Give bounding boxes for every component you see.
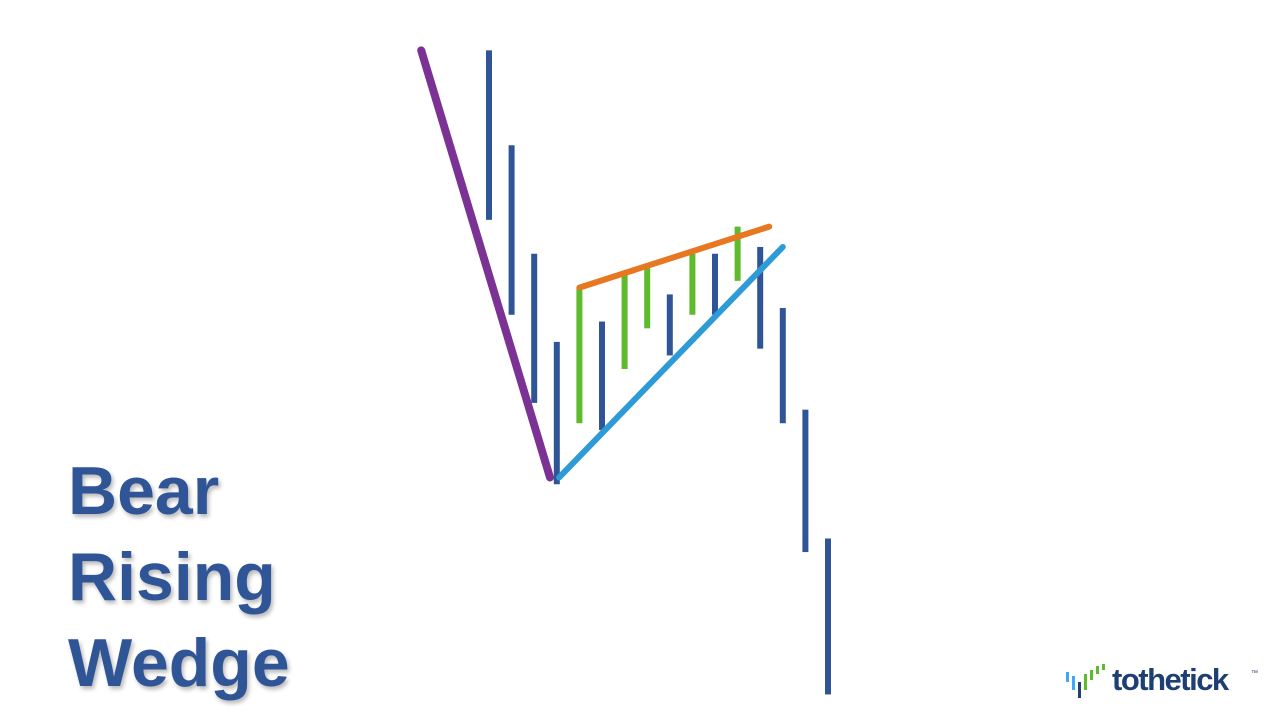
- candlestick-logo-icon: [1066, 664, 1105, 698]
- wedge-upper-line: [576, 223, 773, 291]
- price-bar-15: [802, 409, 809, 553]
- price-bar-1: [486, 50, 492, 220]
- title-line-2: Rising: [68, 539, 276, 615]
- price-bar-16: [825, 538, 831, 695]
- wedge-lower-line: [556, 243, 786, 481]
- price-bar-4: [553, 341, 560, 485]
- price-bar-10: [689, 253, 696, 315]
- price-bar-11: [712, 253, 718, 315]
- trend-line: [417, 46, 555, 482]
- price-bars: [486, 50, 831, 695]
- price-bar-7: [621, 274, 628, 369]
- logo-wordmark: tothetick: [1112, 662, 1229, 697]
- price-bar-5: [576, 287, 583, 424]
- price-bar-3: [531, 253, 538, 403]
- logo-trademark: ™: [1251, 670, 1258, 677]
- price-bar-13: [757, 246, 764, 349]
- chart-title: Bear Rising Wedge: [68, 448, 290, 706]
- price-bar-6: [599, 321, 605, 431]
- title-line-1: Bear: [68, 453, 220, 529]
- price-bar-12: [734, 226, 741, 281]
- price-bar-2: [508, 145, 515, 315]
- title-line-3: Wedge: [68, 625, 290, 701]
- price-bar-9: [666, 294, 673, 356]
- price-bar-14: [779, 307, 786, 424]
- tothetick-logo: tothetick ™: [1064, 660, 1264, 704]
- trend-lines: [417, 46, 786, 482]
- price-bar-8: [644, 267, 651, 329]
